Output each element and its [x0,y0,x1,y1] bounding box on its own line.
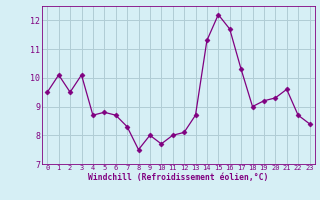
X-axis label: Windchill (Refroidissement éolien,°C): Windchill (Refroidissement éolien,°C) [88,173,268,182]
